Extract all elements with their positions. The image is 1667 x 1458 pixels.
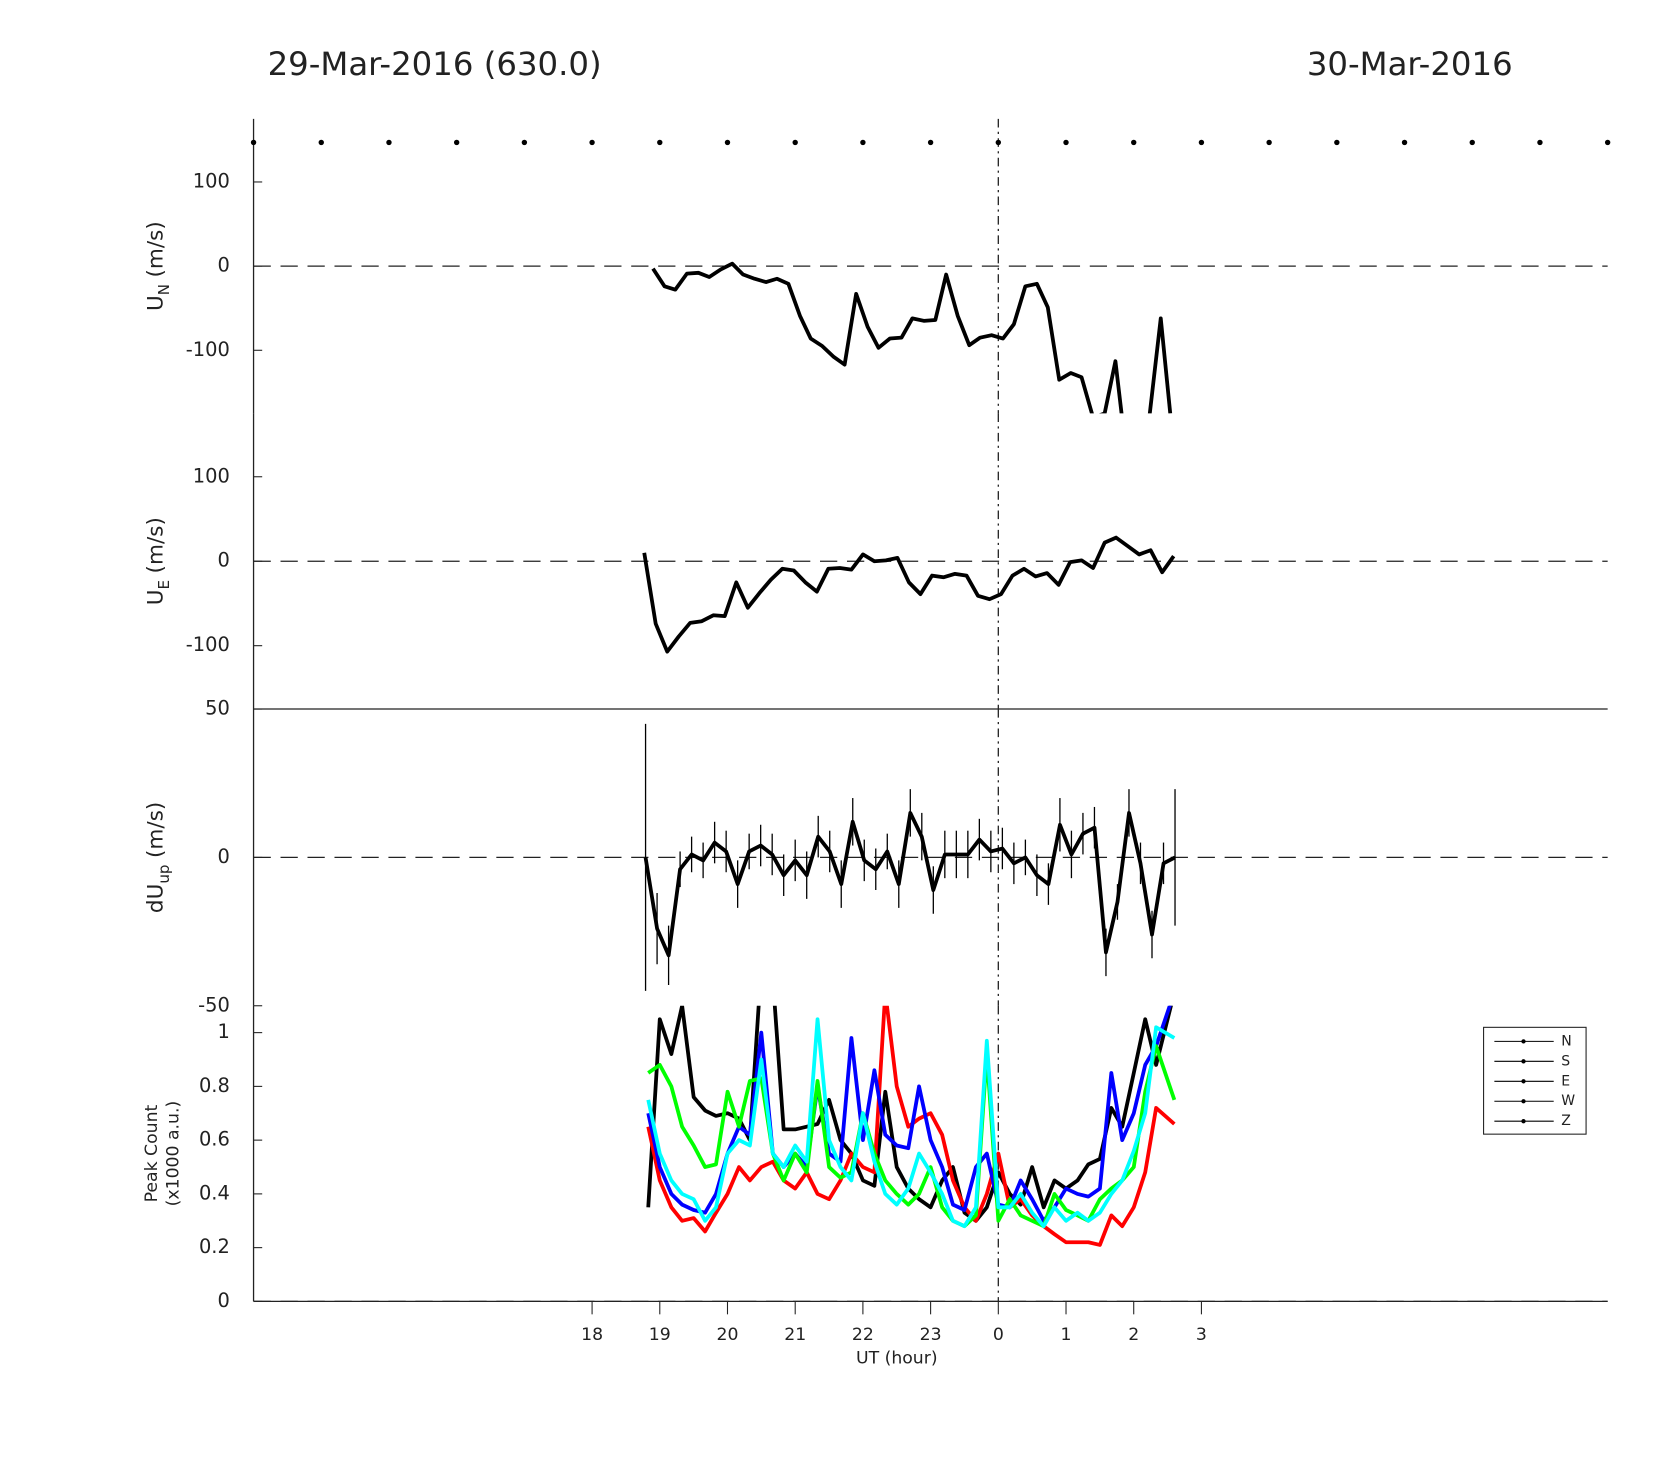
legend-label: N: [1561, 1033, 1571, 1049]
legend-label: E: [1561, 1073, 1570, 1089]
hour-dot: [1537, 139, 1543, 146]
plot-area: [651, 261, 1173, 414]
chart-title: 30-Mar-2016: [1307, 45, 1513, 83]
y-tick-label: -100: [186, 338, 230, 361]
hour-dot: [1131, 139, 1137, 146]
legend-dot: [1521, 1059, 1526, 1064]
data-line: [643, 811, 1176, 958]
y-label-main: U: [143, 295, 168, 311]
y-label-second: (x1000 a.u.): [164, 1101, 184, 1207]
hour-dot: [1334, 139, 1340, 146]
x-tick-label: 3: [1196, 1325, 1207, 1345]
x-tick-label: 22: [852, 1325, 874, 1345]
y-tick-label: 0.4: [199, 1181, 230, 1204]
y-label-main: dU: [143, 884, 168, 913]
legend-dot: [1521, 1039, 1526, 1044]
y-tick-label: 0: [217, 549, 229, 572]
data-line: [646, 1005, 1172, 1223]
x-tick-label: 21: [784, 1325, 806, 1345]
x-tick-label: 18: [581, 1325, 603, 1345]
y-label-sub: E: [155, 580, 173, 590]
legend-label: S: [1561, 1053, 1570, 1069]
legend-dot: [1521, 1099, 1526, 1104]
chart-title: 29-Mar-2016 (630.0): [268, 45, 602, 83]
legend-label: W: [1561, 1093, 1575, 1109]
hour-dot: [1063, 139, 1069, 146]
hour-dot: [1604, 139, 1611, 146]
x-tick-label: 20: [717, 1325, 739, 1345]
x-axis-label: UT (hour): [856, 1349, 938, 1369]
y-axis-label: dUup (m/s): [143, 802, 172, 913]
hour-dot: [995, 139, 1002, 146]
hour-dot: [792, 139, 798, 146]
hour-dot: [724, 139, 731, 146]
hour-dot: [453, 139, 460, 146]
hour-dot: [657, 139, 663, 146]
y-tick-label: 0.8: [199, 1074, 230, 1097]
y-label-main: U: [143, 589, 168, 605]
y-tick-label: 0.2: [199, 1235, 230, 1258]
hour-dot: [386, 139, 392, 146]
x-tick-label: 2: [1128, 1325, 1139, 1345]
y-tick-label: 1: [217, 1020, 229, 1043]
y-tick-label: 100: [193, 464, 230, 487]
y-label-sub: N: [155, 284, 173, 295]
y-label-unit: (m/s): [143, 802, 168, 858]
x-tick-label: 1: [1061, 1325, 1072, 1345]
legend-dot: [1521, 1079, 1526, 1084]
hour-dot: [589, 139, 595, 146]
y-tick-label: 50: [205, 697, 230, 720]
y-axis-label: UE (m/s): [143, 517, 172, 605]
y-tick-label: 0.6: [199, 1128, 230, 1151]
y-tick-label: -100: [186, 633, 230, 656]
plot-area: [642, 535, 1176, 654]
hour-dot: [1401, 139, 1408, 146]
legend-label: Z: [1561, 1113, 1571, 1129]
hour-dot: [1266, 139, 1272, 146]
data-line: [651, 261, 1173, 414]
y-label-unit: (m/s): [143, 221, 168, 277]
y-tick-label: 100: [193, 169, 230, 192]
hour-dot: [860, 139, 866, 146]
hour-dot: [250, 139, 257, 146]
data-line: [642, 535, 1176, 654]
hour-dot: [1469, 139, 1475, 146]
plot-area: [643, 723, 1176, 991]
y-tick-label: 0: [217, 1289, 229, 1312]
data-line: [646, 1005, 1176, 1247]
hour-dot: [318, 139, 324, 146]
x-tick-label: 19: [649, 1325, 671, 1345]
data-line: [646, 1017, 1176, 1229]
y-axis-label: Peak Count(x1000 a.u.): [142, 1101, 184, 1207]
y-axis-label: UN (m/s): [143, 221, 172, 311]
y-label-sub: up: [155, 864, 173, 883]
x-tick-label: 23: [920, 1325, 942, 1345]
y-tick-label: -50: [198, 993, 230, 1016]
hour-dot: [1198, 139, 1205, 146]
y-tick-label: 0: [217, 254, 229, 277]
hour-dot: [927, 139, 934, 146]
legend-dot: [1521, 1119, 1526, 1124]
y-label-main: Peak Count: [142, 1105, 162, 1203]
x-tick-label: 0: [993, 1325, 1004, 1345]
hour-dot: [521, 139, 528, 146]
plot-area: [646, 1005, 1177, 1247]
y-tick-label: 0: [217, 845, 229, 868]
y-label-unit: (m/s): [143, 517, 168, 573]
